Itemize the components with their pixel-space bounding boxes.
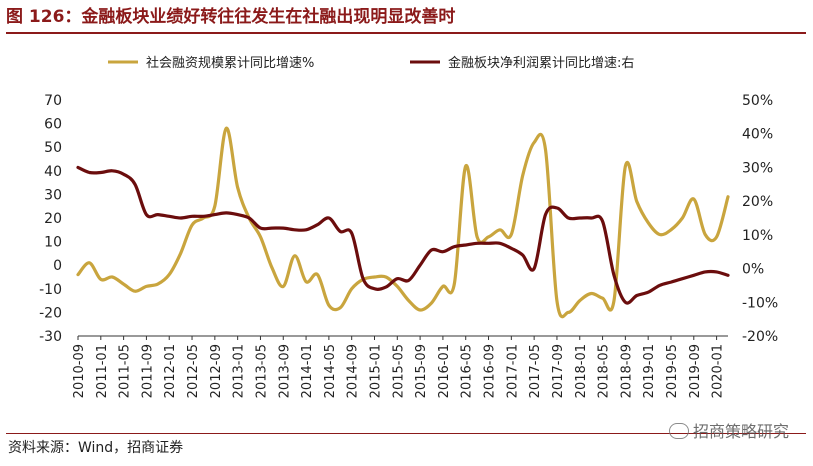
right-tick-label: -10%: [742, 295, 778, 311]
social-financing-line: [76, 126, 730, 319]
right-tick-label: 20%: [742, 194, 773, 210]
left-tick-label: -10: [39, 282, 62, 298]
right-tick-label: 50%: [742, 93, 773, 109]
left-tick-label: 30: [44, 187, 62, 203]
x-tick-label: 2013-01: [232, 344, 247, 398]
x-tick-label: 2019-01: [642, 344, 657, 398]
title-divider: [6, 32, 806, 34]
right-tick-label: 10%: [742, 228, 773, 244]
left-tick-label: 60: [44, 117, 62, 133]
left-tick-label: 20: [44, 211, 62, 227]
x-tick-label: 2011-05: [118, 344, 133, 398]
x-axis: 2010-09 2011-01 2011-05 2011-09 2012-01 2012-…: [72, 335, 728, 398]
x-tick-label: 2020-01: [711, 344, 726, 398]
right-tick-label: 40%: [742, 127, 773, 143]
x-tick-label: 2016-09: [483, 344, 498, 398]
left-tick-label: 10: [44, 235, 62, 251]
source-divider: [6, 433, 806, 434]
line-chart: 社会融资规模累计同比增速% 金融板块净利润累计同比增速:右 -30 -20 -10 0 1…: [39, 55, 778, 398]
x-tick-label: 2014-01: [300, 344, 315, 398]
x-tick-label: 2018-09: [619, 344, 634, 398]
x-tick-label: 2016-05: [460, 344, 475, 398]
right-tick-label: 30%: [742, 160, 773, 176]
x-tick-label: 2015-05: [391, 344, 406, 398]
x-tick-label: 2013-05: [254, 344, 269, 398]
right-tick-label: 0%: [742, 262, 764, 278]
x-tick-label: 2014-05: [323, 344, 338, 398]
left-tick-label: 40: [44, 164, 62, 180]
legend-label: 金融板块净利润累计同比增速:右: [448, 55, 634, 71]
x-tick-label: 2010-09: [72, 344, 87, 398]
watermark: 招商策略研究: [668, 418, 789, 442]
wechat-icon: [668, 423, 689, 439]
right-tick-label: -20%: [742, 329, 778, 345]
watermark-text: 招商策略研究: [692, 422, 789, 441]
left-axis: -30 -20 -10 0 10 20 30 40 50 60 70: [39, 93, 62, 345]
x-tick-label: 2017-01: [505, 344, 520, 398]
x-tick-label: 2015-09: [414, 344, 429, 398]
x-tick-label: 2011-09: [140, 344, 155, 398]
left-tick-label: 0: [53, 258, 62, 274]
left-tick-label: -30: [39, 329, 62, 345]
left-tick-label: -20: [39, 305, 62, 321]
x-tick-label: 2012-01: [163, 344, 178, 398]
x-tick-label: 2014-09: [346, 344, 361, 398]
x-tick-label: 2016-01: [437, 344, 452, 398]
x-tick-label: 2019-09: [688, 344, 703, 398]
x-tick-label: 2017-05: [528, 344, 543, 398]
x-tick-label: 2018-05: [597, 344, 612, 398]
left-tick-label: 70: [44, 93, 62, 109]
figure-title: 图 126：金融板块业绩好转往往发生在社融出现明显改善时: [6, 7, 456, 27]
right-axis: -20% -10% 0% 10% 20% 30% 40% 50%: [742, 93, 778, 345]
x-tick-label: 2012-09: [209, 344, 224, 398]
series-lines: [76, 126, 730, 319]
legend-label: 社会融资规模累计同比增速%: [146, 55, 314, 71]
x-tick-label: 2011-01: [95, 344, 110, 398]
x-tick-label: 2018-01: [574, 344, 589, 398]
source-note: 资料来源：Wind，招商证券: [8, 440, 184, 456]
x-tick-label: 2019-05: [665, 344, 680, 398]
x-tick-label: 2012-05: [186, 344, 201, 398]
legend: 社会融资规模累计同比增速% 金融板块净利润累计同比增速:右: [108, 55, 634, 71]
left-tick-label: 50: [44, 140, 62, 156]
financial-profit-line: [76, 165, 730, 305]
x-tick-label: 2017-09: [551, 344, 566, 398]
x-tick-label: 2015-01: [368, 344, 383, 398]
x-tick-label: 2013-09: [277, 344, 292, 398]
